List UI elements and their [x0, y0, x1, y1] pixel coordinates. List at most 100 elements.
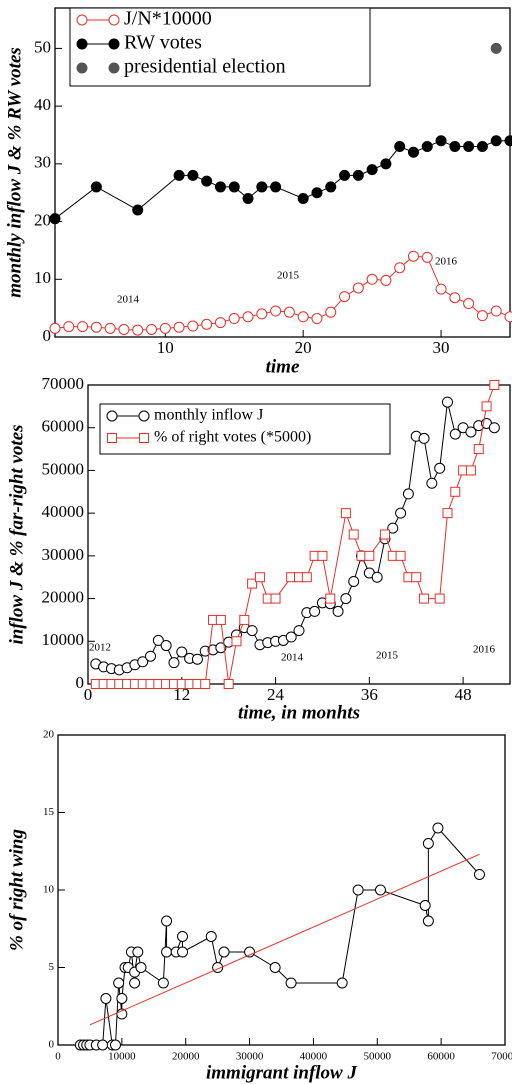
data-point [421, 141, 433, 153]
data-point [132, 324, 144, 336]
y-tick-label: 50000 [42, 459, 85, 478]
data-point [152, 634, 164, 646]
data-point [157, 977, 169, 989]
data-point [434, 462, 446, 474]
data-point [223, 679, 234, 689]
data-point [205, 931, 217, 942]
data-point [247, 578, 258, 589]
data-point [242, 192, 254, 204]
y-tick-label: 10000 [42, 630, 85, 649]
data-point [256, 181, 268, 193]
data-point [215, 614, 226, 625]
legend-box [69, 7, 371, 87]
data-point [352, 884, 364, 896]
data-point [228, 313, 240, 325]
data-point [177, 946, 189, 958]
data-point [411, 572, 422, 583]
series-line [54, 255, 511, 331]
y-tick-label: 40 [34, 95, 51, 114]
data-point [270, 181, 282, 193]
annotation: 2014 [281, 652, 304, 664]
legend-label: presidential election [124, 56, 286, 78]
data-point [364, 550, 375, 561]
data-point [449, 292, 461, 304]
data-point [419, 593, 430, 604]
data-point [463, 141, 475, 153]
y-tick-label: 70000 [42, 374, 85, 393]
data-point [63, 321, 75, 333]
data-point [395, 550, 406, 561]
data-point [301, 572, 312, 583]
legend-label: RW votes [124, 32, 202, 54]
x-tick-label: 40000 [300, 1051, 328, 1063]
data-point [407, 250, 419, 262]
data-point [137, 656, 149, 668]
y-tick-label: 20 [43, 729, 55, 741]
x-tick-label: 48 [455, 685, 472, 704]
data-point [422, 838, 434, 849]
legend-box [99, 403, 391, 455]
data-point [160, 640, 172, 652]
y-tick-label: 30 [34, 153, 51, 172]
data-point [285, 631, 297, 643]
data-point [254, 572, 265, 583]
data-point [422, 915, 434, 927]
data-point [215, 642, 227, 654]
x-tick-label: 36 [361, 685, 378, 704]
y-tick-label: 0 [43, 326, 52, 345]
data-point [476, 310, 488, 322]
data-point [387, 522, 399, 534]
data-point [402, 488, 414, 500]
data-point [104, 322, 116, 334]
data-point [352, 169, 364, 181]
data-point [371, 571, 383, 583]
data-point [161, 915, 173, 927]
legend-marker [108, 14, 120, 26]
data-point [168, 657, 180, 669]
data-point [352, 282, 364, 294]
data-point [407, 146, 419, 158]
data-point [366, 164, 378, 176]
data-point [297, 311, 309, 323]
data-point [200, 679, 211, 689]
data-point [488, 422, 500, 434]
x-tick-label: 30000 [236, 1051, 264, 1063]
y-tick-label: 0 [76, 673, 85, 692]
data-point [394, 262, 406, 274]
data-point [214, 181, 226, 193]
data-point [325, 593, 336, 604]
data-point [118, 323, 130, 335]
data-point [325, 181, 337, 193]
data-point [132, 204, 144, 216]
data-point [441, 396, 453, 408]
legend-marker [108, 62, 120, 74]
data-point [49, 213, 61, 225]
series-line [89, 853, 480, 1026]
data-point [340, 508, 351, 519]
data-point [97, 1039, 109, 1051]
data-point [336, 977, 348, 989]
data-point [146, 323, 158, 335]
data-point [434, 593, 445, 604]
y-axis-label: % of right wing [6, 829, 27, 951]
data-point [49, 322, 61, 334]
data-point [450, 486, 461, 497]
x-tick-label: 0 [55, 1051, 61, 1063]
data-point [270, 305, 282, 317]
data-point [129, 977, 141, 989]
y-axis-label: monthly inflow J & % RW votes [4, 47, 25, 298]
data-point [339, 291, 351, 303]
data-point [442, 508, 453, 519]
data-point [449, 141, 461, 153]
data-point [465, 426, 477, 438]
data-point [177, 931, 189, 942]
data-point [242, 311, 254, 323]
data-point [340, 593, 352, 605]
data-point [435, 135, 447, 147]
x-tick-label: 20000 [172, 1051, 200, 1063]
x-tick-label: 20 [295, 338, 312, 357]
data-point [187, 169, 199, 181]
legend-marker [76, 38, 88, 50]
legend-marker [108, 38, 120, 50]
